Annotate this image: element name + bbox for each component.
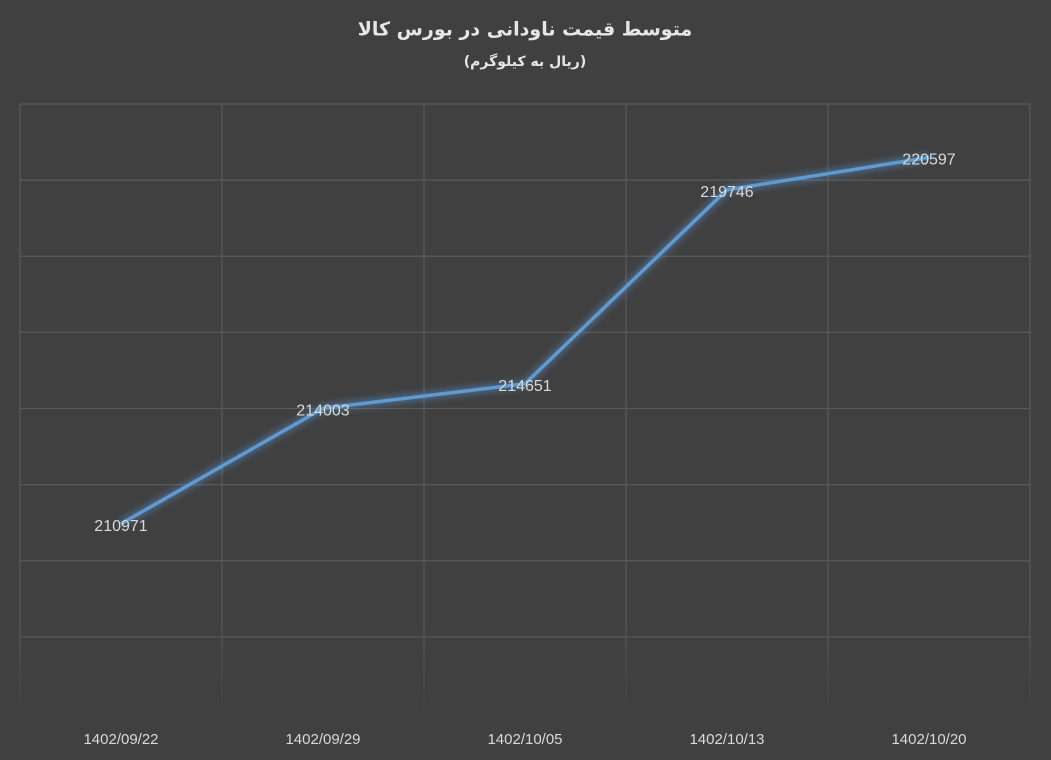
x-tick-label: 1402/09/22 [83, 731, 158, 748]
data-label: 214651 [498, 378, 551, 395]
x-tick-label: 1402/10/05 [487, 731, 562, 748]
plot: 1402/09/22 1402/09/29 1402/10/05 1402/10/13… [83, 152, 966, 748]
chart-title: متوسط قیمت ناودانی در بورس کالا [358, 19, 693, 41]
data-label: 220597 [902, 152, 955, 169]
grid-fade [0, 104, 1051, 716]
data-label: 210971 [94, 518, 147, 535]
x-tick-label: 1402/10/20 [891, 731, 966, 748]
x-tick-label: 1402/09/29 [285, 731, 360, 748]
x-tick-label: 1402/10/13 [689, 731, 764, 748]
data-label: 219746 [700, 184, 753, 201]
data-label: 214003 [296, 403, 349, 420]
line [120, 155, 930, 526]
chart-subtitle: (ریال به کیلوگرم) [464, 53, 586, 70]
